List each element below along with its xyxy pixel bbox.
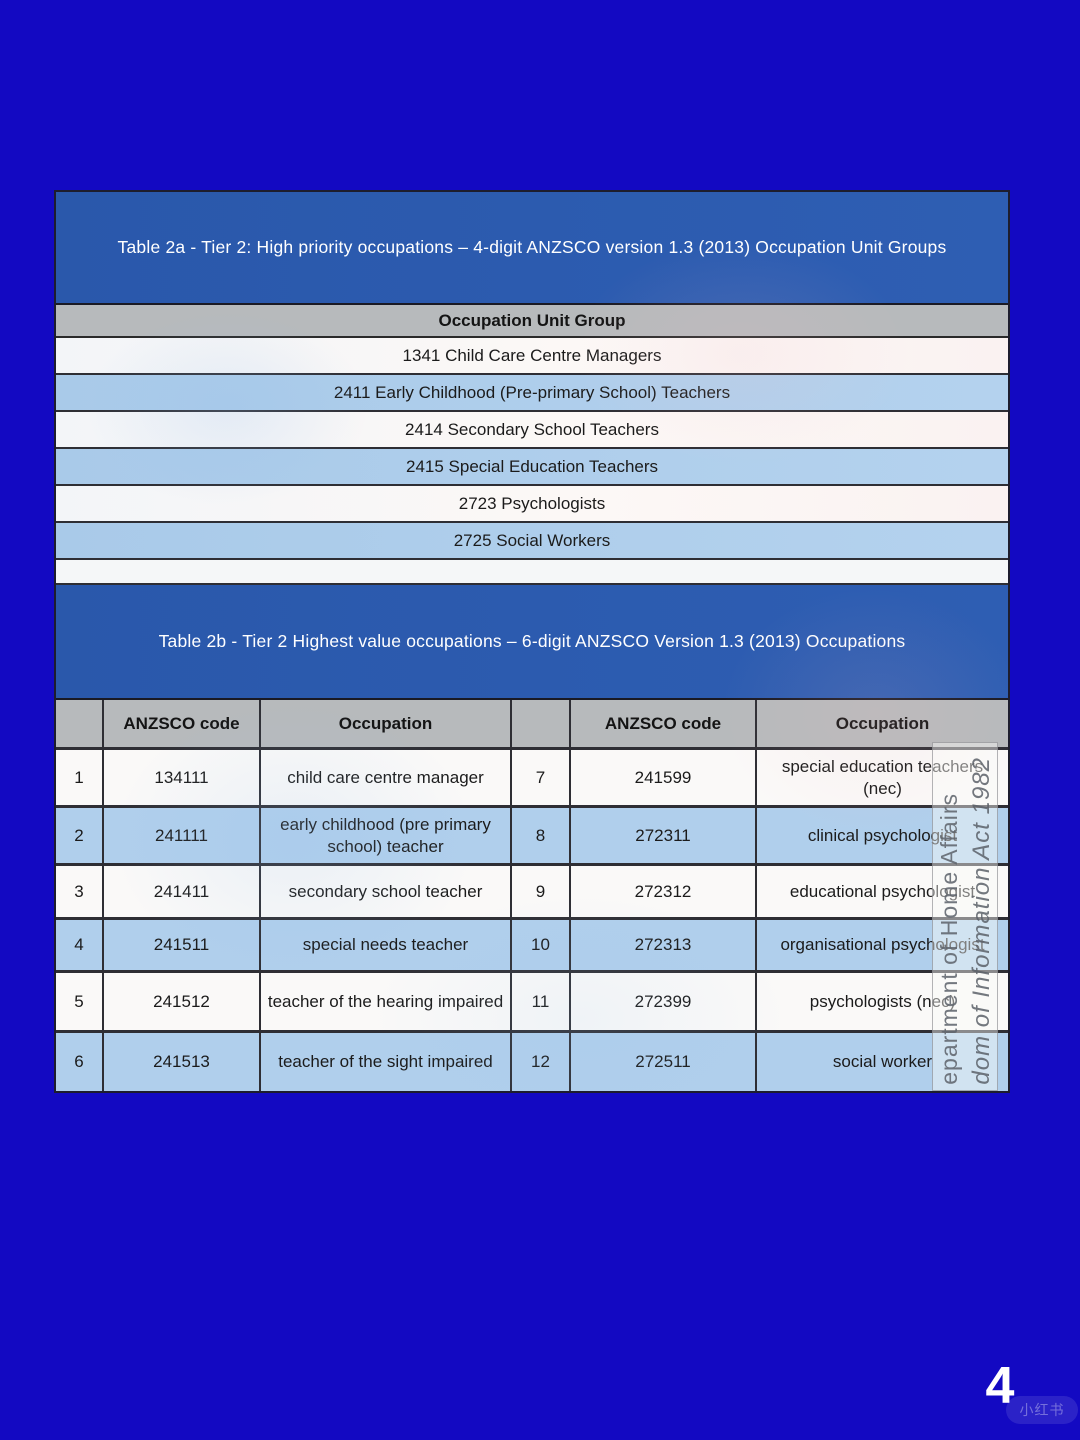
- page-number: 4: [985, 1357, 1015, 1415]
- table2a-row: 2414 Secondary School Teachers: [56, 412, 1008, 449]
- t2b-cell: 241511: [104, 920, 261, 973]
- t2b-cell: clinical psychologist: [757, 808, 1008, 866]
- t2b-cell: 10: [512, 920, 571, 973]
- t2b-cell: 8: [512, 808, 571, 866]
- t2b-cell: 241411: [104, 866, 261, 920]
- t2b-cell: 6: [56, 1033, 104, 1091]
- t2b-cell: 3: [56, 866, 104, 920]
- table2a-row: 2725 Social Workers: [56, 523, 1008, 560]
- table-separator: [56, 560, 1008, 585]
- t2b-cell: 9: [512, 866, 571, 920]
- table2b-grid: ANZSCO code Occupation ANZSCO code Occup…: [56, 700, 1008, 1091]
- t2b-cell: 12: [512, 1033, 571, 1091]
- t2b-cell: 241512: [104, 973, 261, 1033]
- t2b-cell: 272312: [571, 866, 757, 920]
- t2b-cell: early childhood (pre primary school) tea…: [261, 808, 512, 866]
- t2b-cell: 4: [56, 920, 104, 973]
- t2b-cell: teacher of the sight impaired: [261, 1033, 512, 1091]
- t2b-cell: 272311: [571, 808, 757, 866]
- t2b-cell: organisational psychologist: [757, 920, 1008, 973]
- t2b-cell: 272313: [571, 920, 757, 973]
- foi-watermark-line1: epartment of Home Affairs: [936, 793, 962, 1085]
- t2b-cell: 134111: [104, 750, 261, 808]
- t2b-header-cell: Occupation: [261, 700, 512, 750]
- t2b-header-cell: ANZSCO code: [571, 700, 757, 750]
- t2b-cell: 241513: [104, 1033, 261, 1091]
- table2a-title: Table 2a - Tier 2: High priority occupat…: [56, 192, 1008, 305]
- table2a-row: 2723 Psychologists: [56, 486, 1008, 523]
- t2b-header-cell: [512, 700, 571, 750]
- t2b-cell: secondary school teacher: [261, 866, 512, 920]
- t2b-cell: 5: [56, 973, 104, 1033]
- t2b-header-cell: Occupation: [757, 700, 1008, 750]
- t2b-cell: 1: [56, 750, 104, 808]
- t2b-cell: 2: [56, 808, 104, 866]
- t2b-cell: educational psychologist: [757, 866, 1008, 920]
- table2a-row: 2415 Special Education Teachers: [56, 449, 1008, 486]
- table2b-title: Table 2b - Tier 2 Highest value occupati…: [56, 585, 1008, 700]
- table2a-row: 2411 Early Childhood (Pre-primary School…: [56, 375, 1008, 412]
- t2b-cell: 272511: [571, 1033, 757, 1091]
- t2b-header-cell: [56, 700, 104, 750]
- t2b-cell: 272399: [571, 973, 757, 1033]
- t2b-cell: psychologists (nec): [757, 973, 1008, 1033]
- table2a-column-header: Occupation Unit Group: [56, 305, 1008, 338]
- xiaohongshu-watermark: 小红书: [1006, 1396, 1078, 1424]
- t2b-cell: 241599: [571, 750, 757, 808]
- t2b-cell: teacher of the hearing impaired: [261, 973, 512, 1033]
- t2b-cell: 11: [512, 973, 571, 1033]
- t2b-cell: 7: [512, 750, 571, 808]
- t2b-cell: child care centre manager: [261, 750, 512, 808]
- t2b-cell: 241111: [104, 808, 261, 866]
- foi-watermark-line2: dom of Information Act 1982: [968, 757, 995, 1085]
- t2b-cell: special needs teacher: [261, 920, 512, 973]
- foi-watermark-stamp: epartment of Home Affairs dom of Informa…: [932, 742, 998, 1091]
- document-card: Table 2a - Tier 2: High priority occupat…: [54, 190, 1010, 1093]
- t2b-header-cell: ANZSCO code: [104, 700, 261, 750]
- table2a-row: 1341 Child Care Centre Managers: [56, 338, 1008, 375]
- t2b-cell: social worker: [757, 1033, 1008, 1091]
